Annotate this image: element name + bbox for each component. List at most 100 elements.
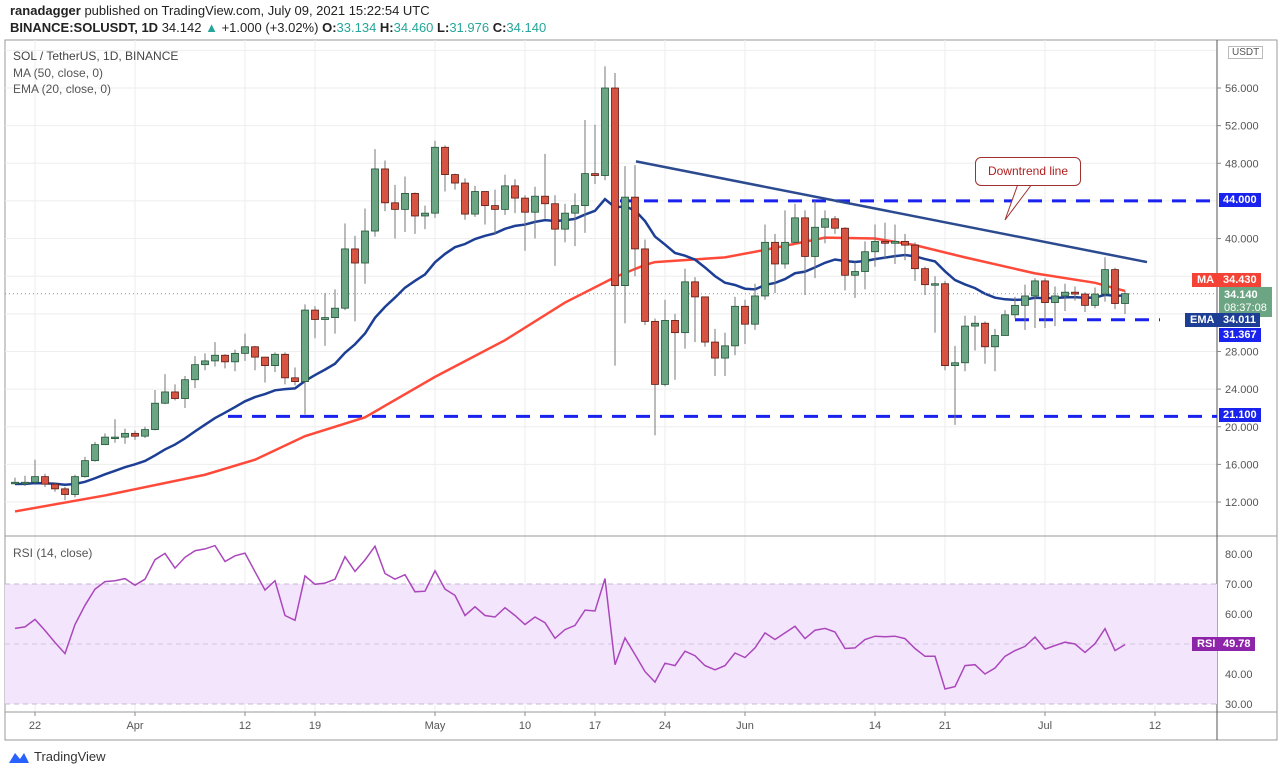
level-21-label: 21.100 xyxy=(1219,408,1261,422)
symbol-info: BINANCE:SOLUSDT, 1D 34.142 ▲ +1.000 (+3.… xyxy=(10,20,546,35)
candle xyxy=(681,268,689,349)
candle-body xyxy=(191,364,199,381)
candle-body xyxy=(421,212,429,217)
candle-body xyxy=(481,191,489,207)
candle-body xyxy=(321,317,329,320)
x-tick-label: Jun xyxy=(736,720,754,732)
candle xyxy=(741,299,749,344)
candle xyxy=(871,224,879,267)
candle-body xyxy=(701,296,709,343)
candle-body xyxy=(821,218,829,228)
candle-body xyxy=(761,241,769,297)
rsi-tick-label: 40.00 xyxy=(1225,669,1253,681)
author: ranadagger xyxy=(10,3,81,18)
candle xyxy=(241,333,249,361)
candle-body xyxy=(1001,314,1009,336)
candle-body xyxy=(451,174,459,184)
candle xyxy=(631,165,639,277)
candle xyxy=(101,433,109,446)
bar-countdown: 08:37:08 xyxy=(1224,302,1267,314)
candle xyxy=(751,283,759,330)
low-label: L: xyxy=(437,20,450,35)
candle-body xyxy=(801,217,809,257)
candle xyxy=(651,318,659,436)
candle xyxy=(721,332,729,376)
candle xyxy=(791,203,799,244)
candle xyxy=(281,352,289,385)
candle-body xyxy=(921,268,929,286)
candle xyxy=(671,313,679,380)
y-tick-label: 16.000 xyxy=(1225,459,1259,471)
candle xyxy=(941,280,949,371)
publish-info: ranadagger published on TradingView.com,… xyxy=(10,3,430,18)
x-tick-label: Jul xyxy=(1038,720,1052,732)
open-value: 33.134 xyxy=(336,20,377,35)
candle xyxy=(231,349,239,372)
candle xyxy=(611,72,619,366)
candle xyxy=(391,184,399,239)
candle-body xyxy=(351,248,359,264)
candle-body xyxy=(1031,280,1039,297)
candle xyxy=(551,195,559,266)
rsi-value-label: 49.78 xyxy=(1219,637,1255,651)
candle-body xyxy=(11,481,19,485)
candle-body xyxy=(471,191,479,215)
candle-body xyxy=(361,230,369,264)
candle xyxy=(911,242,919,281)
chart-frame xyxy=(4,39,1278,741)
candle-body xyxy=(61,488,69,495)
y-tick-label: 52.000 xyxy=(1225,121,1259,133)
candle-body xyxy=(141,429,149,437)
ema-tag: EMA xyxy=(1185,313,1220,327)
candle xyxy=(321,293,329,346)
level-44-label: 44.000 xyxy=(1219,193,1261,207)
candle xyxy=(11,477,19,485)
candle-body xyxy=(721,345,729,359)
candle-body xyxy=(1051,295,1059,303)
candle xyxy=(131,430,139,440)
candle xyxy=(471,185,479,217)
candle xyxy=(1091,287,1099,309)
candle-body xyxy=(431,146,439,214)
ma-legend[interactable]: MA (50, close, 0) xyxy=(13,66,104,80)
candle-body xyxy=(841,227,849,276)
downtrend-line xyxy=(635,160,1148,264)
close-label: C: xyxy=(492,20,507,35)
candle-body xyxy=(311,309,319,320)
candle xyxy=(511,179,519,214)
candle-body xyxy=(371,168,379,232)
candle xyxy=(811,200,819,279)
candle xyxy=(571,193,579,247)
currency-label[interactable]: USDT xyxy=(1228,46,1264,59)
candle-body xyxy=(631,196,639,250)
candle-body xyxy=(1121,293,1129,304)
candle xyxy=(691,277,699,343)
candle-body xyxy=(441,146,449,175)
ma-tag: MA xyxy=(1192,273,1220,287)
candle-body xyxy=(251,346,259,358)
candle xyxy=(91,441,99,462)
candle xyxy=(861,241,869,290)
candle xyxy=(71,474,79,498)
candle-body xyxy=(1011,304,1019,316)
candle-body xyxy=(201,360,209,366)
x-tick-label: 22 xyxy=(29,720,41,732)
rsi-legend[interactable]: RSI (14, close) xyxy=(13,546,93,560)
candle xyxy=(801,210,809,296)
candle-body xyxy=(261,356,269,366)
candle-body xyxy=(171,391,179,399)
candle xyxy=(531,186,539,239)
y-tick-label: 12.000 xyxy=(1225,497,1259,509)
candle xyxy=(191,356,199,389)
tradingview-logo[interactable]: TradingView xyxy=(8,749,106,764)
candle-body xyxy=(651,320,659,385)
candle xyxy=(491,189,499,235)
candle-body xyxy=(1071,291,1079,295)
ema-legend[interactable]: EMA (20, close, 0) xyxy=(13,82,112,96)
candle xyxy=(1011,296,1019,319)
price-pane xyxy=(5,66,1217,513)
candle-body xyxy=(1061,291,1069,297)
candle-body xyxy=(751,295,759,325)
candle xyxy=(271,352,279,373)
